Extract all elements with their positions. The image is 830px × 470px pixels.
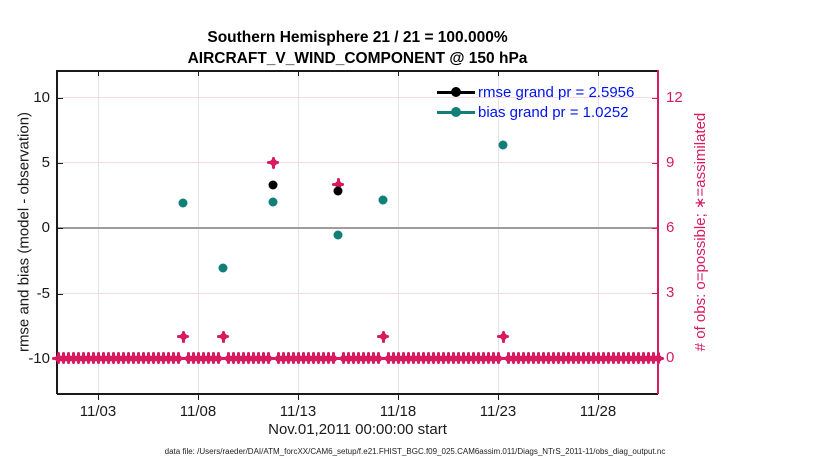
obs-count-marker <box>652 352 664 365</box>
y-tick-mark-left <box>58 293 63 295</box>
x-tick-mark-top <box>498 71 499 76</box>
obs-marker-shape <box>174 354 182 362</box>
y-tick-mark-right <box>652 97 657 99</box>
obs-marker-shape <box>374 354 382 362</box>
obs-count-marker <box>497 330 509 343</box>
obs-count-marker <box>172 352 184 365</box>
y-tick-label-right: 6 <box>666 218 675 236</box>
x-tick-mark-bottom <box>98 394 99 400</box>
y-tick-label-right: 0 <box>666 349 675 367</box>
x-gridline <box>597 70 599 394</box>
obs-count-marker <box>262 352 274 365</box>
x-tick-mark-bottom <box>298 394 299 400</box>
rmse-legend-marker-icon <box>437 82 475 102</box>
x-tick-mark-top <box>598 71 599 76</box>
data-file-caption: data file: /Users/raeder/DAI/ATM_forcXX/… <box>164 447 666 456</box>
y-tick-label-left: 5 <box>41 154 50 172</box>
axis-spine-right <box>657 70 659 394</box>
x-tick-mark-bottom <box>398 394 399 400</box>
obs-count-marker <box>217 330 229 343</box>
zero-line <box>57 227 658 230</box>
legend-row-rmse: rmse grand pr = 2.5956 <box>437 82 634 102</box>
x-tick-mark-top <box>298 71 299 76</box>
bias-point <box>498 140 508 150</box>
x-tick-mark-top <box>198 71 199 76</box>
y-tick-mark-right <box>652 227 657 229</box>
obs-marker-shape <box>179 333 187 341</box>
axis-spine-bottom <box>57 393 658 395</box>
obs-count-marker <box>267 156 279 169</box>
obs-marker-shape <box>379 333 387 341</box>
x-tick-mark-bottom <box>198 394 199 400</box>
bias-point <box>218 263 228 273</box>
obs-marker-shape <box>329 354 337 362</box>
legend: rmse grand pr = 2.5956 bias grand pr = 1… <box>437 82 634 122</box>
y-tick-label-right: 12 <box>666 88 683 106</box>
obs-marker-shape <box>214 354 222 362</box>
x-gridline <box>97 70 99 394</box>
obs-count-marker <box>212 352 224 365</box>
bias-point <box>178 198 188 208</box>
obs-marker-shape <box>334 180 342 188</box>
figure-title-line1: Southern Hemisphere 21 / 21 = 100.000% <box>207 29 508 46</box>
y-tick-mark-left <box>58 97 63 99</box>
obs-marker-shape <box>269 159 277 167</box>
x-tick-label: 11/23 <box>479 403 517 420</box>
x-gridline <box>497 70 499 394</box>
y-tick-label-left: -10 <box>28 349 50 367</box>
x-gridline <box>197 70 199 394</box>
x-tick-label: 11/08 <box>179 403 217 420</box>
rmse-point <box>268 180 278 190</box>
y-tick-mark-left <box>58 163 63 165</box>
y-tick-label-right: 3 <box>666 284 675 302</box>
obs-count-marker <box>177 330 189 343</box>
x-tick-mark-bottom <box>498 394 499 400</box>
figure-title-line2: AIRCRAFT_V_WIND_COMPONENT @ 150 hPa <box>187 50 528 67</box>
obs-count-marker <box>372 352 384 365</box>
obs-marker-shape <box>264 354 272 362</box>
bias-legend-marker-icon <box>437 102 475 122</box>
legend-row-bias: bias grand pr = 1.0252 <box>437 102 634 122</box>
y-gridline <box>57 292 658 294</box>
y-tick-label-left: -5 <box>36 284 50 302</box>
obs-count-marker <box>327 352 339 365</box>
y-tick-label-left: 10 <box>33 88 50 106</box>
y-axis-label-right: # of obs: o=possible; ∗=assimilated <box>692 112 709 352</box>
x-tick-mark-bottom <box>598 394 599 400</box>
bias-point <box>333 230 343 240</box>
rmse-point <box>333 186 343 196</box>
y-tick-mark-left <box>58 228 63 230</box>
legend-label-rmse: rmse grand pr = 2.5956 <box>478 83 635 101</box>
x-tick-mark-top <box>98 71 99 76</box>
y-tick-label-left: 0 <box>41 219 50 237</box>
obs-count-marker <box>332 178 344 191</box>
obs-marker-shape <box>219 333 227 341</box>
obs-marker-shape <box>499 333 507 341</box>
x-tick-label: 11/13 <box>279 403 317 420</box>
obs-count-marker <box>492 352 504 365</box>
y-tick-mark-right <box>652 162 657 164</box>
x-gridline <box>397 70 399 394</box>
obs-marker-shape <box>494 354 502 362</box>
y-tick-label-right: 9 <box>666 153 675 171</box>
x-gridline <box>297 70 299 394</box>
y-gridline <box>57 162 658 164</box>
axis-spine-top <box>57 70 658 72</box>
bias-point <box>378 195 388 205</box>
legend-label-bias: bias grand pr = 1.0252 <box>478 103 629 121</box>
x-axis-label: Nov.01,2011 00:00:00 start <box>268 421 447 438</box>
x-tick-label: 11/18 <box>379 403 417 420</box>
obs-count-marker <box>377 330 389 343</box>
bias-point <box>268 197 278 207</box>
axis-spine-left <box>56 70 58 394</box>
obs-marker-shape <box>654 354 662 362</box>
x-tick-label: 11/28 <box>579 403 617 420</box>
x-tick-label: 11/03 <box>79 403 117 420</box>
y-axis-label-left: rmse and bias (model - observation) <box>15 111 33 353</box>
x-tick-mark-top <box>398 71 399 76</box>
y-gridline <box>57 97 658 99</box>
y-tick-mark-right <box>652 293 657 295</box>
